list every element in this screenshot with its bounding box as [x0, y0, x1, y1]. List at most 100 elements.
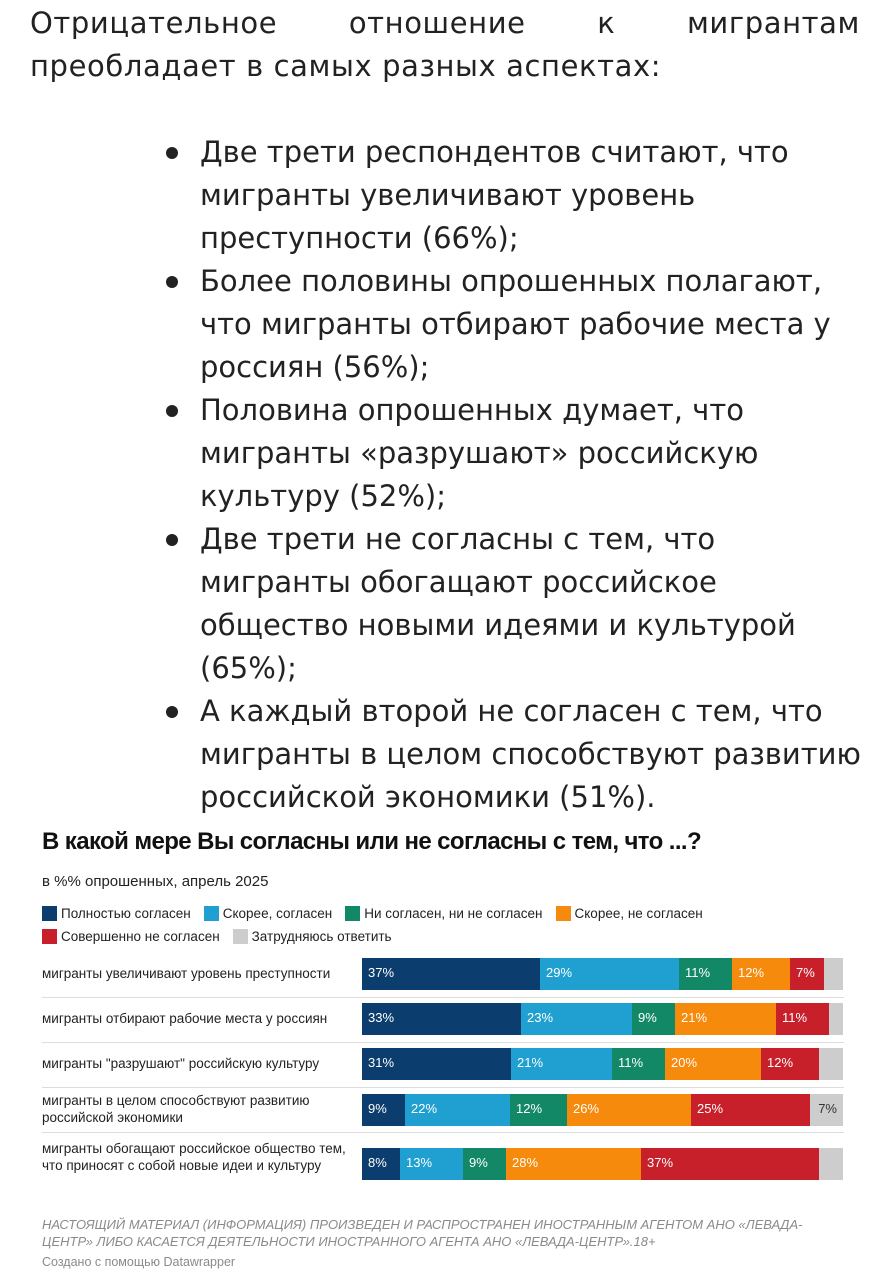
stacked-bar: 9% 22% 12% 26% 25% 7% [362, 1094, 843, 1126]
finding-item: Половина опрошенных думает, что мигранты… [166, 389, 870, 518]
stacked-bar: 33% 23% 9% 21% 11% [362, 1003, 843, 1035]
row-label: мигранты обогащают российское общество т… [42, 1141, 346, 1173]
data-label: 23% [527, 1010, 554, 1025]
data-label: 33% [368, 1010, 395, 1025]
bar-segment: 13% [400, 1148, 463, 1180]
datawrapper-credit[interactable]: Создано с помощью Datawrapper [42, 1255, 236, 1269]
chart-legend: Полностью согласен Скорее, согласен Ни сог… [42, 904, 802, 945]
data-label: 13% [406, 1155, 433, 1170]
stacked-bar: 31% 21% 11% 20% 12% [362, 1048, 843, 1080]
chart-subtitle: в %% опрошенных, апрель 2025 [42, 873, 269, 890]
legend-label: Скорее, согласен [222, 905, 333, 921]
data-label: 25% [697, 1101, 724, 1116]
legend-swatch [42, 905, 57, 921]
data-label: 29% [546, 965, 573, 980]
legend-label: Совершенно не согласен [61, 928, 220, 944]
bar-segment: 8% [362, 1148, 400, 1180]
data-label: 12% [738, 965, 765, 980]
row-divider [42, 1132, 844, 1133]
bar-segment: 9% [632, 1003, 675, 1035]
row-divider [42, 1042, 844, 1043]
bar-segment: 12% [732, 958, 790, 990]
bar-segment: 33% [362, 1003, 521, 1035]
finding-item: Две трети не согласны с тем, что мигрант… [166, 518, 870, 690]
finding-item: Две трети респондентов считают, что мигр… [166, 131, 870, 260]
stacked-bar: 37% 29% 11% 12% 7% [362, 958, 843, 990]
legend-swatch [203, 905, 219, 921]
row-label: мигранты "разрушают" российскую культуру [42, 1056, 320, 1071]
legend-label: Полностью согласен [61, 905, 191, 921]
bar-segment [824, 958, 843, 990]
row-divider [42, 1087, 844, 1088]
data-label: 9% [469, 1155, 488, 1170]
data-label: 31% [368, 1055, 395, 1070]
data-label: 9% [368, 1101, 387, 1116]
data-label: 21% [681, 1010, 708, 1025]
bar-segment: 11% [679, 958, 732, 990]
bar-segment: 31% [362, 1048, 511, 1080]
data-label: 7% [818, 1101, 837, 1116]
finding-item: А каждый второй не согласен с тем, что м… [166, 690, 870, 819]
legend-item: Ни согласен, ни не согласен [345, 904, 543, 922]
bar-segment: 12% [510, 1094, 567, 1126]
legend-label: Скорее, не согласен [574, 905, 703, 921]
legend-item: Скорее, не согласен [555, 904, 703, 922]
data-label: 8% [368, 1155, 387, 1170]
bar-segment [819, 1148, 843, 1180]
bar-segment: 21% [511, 1048, 612, 1080]
legend-swatch [555, 905, 571, 921]
bar-segment [829, 1003, 843, 1035]
bar-segment: 25% [691, 1094, 810, 1126]
bar-segment: 9% [463, 1148, 506, 1180]
legend-swatch [42, 928, 57, 944]
legend-item: Затрудняюсь ответить [232, 927, 392, 945]
legend-label: Затрудняюсь ответить [251, 928, 392, 944]
bar-segment: 37% [641, 1148, 819, 1180]
data-label: 28% [512, 1155, 539, 1170]
bar-segment: 7% [810, 1094, 843, 1126]
data-label: 20% [671, 1055, 698, 1070]
bar-segment: 7% [790, 958, 824, 990]
bar-segment [819, 1048, 843, 1080]
data-label: 12% [516, 1101, 543, 1116]
intro-paragraph: Отрицательное отношение к мигрантам прео… [30, 6, 860, 83]
legend-item: Скорее, согласен [203, 904, 333, 922]
bar-segment: 22% [405, 1094, 510, 1126]
legend-label: Ни согласен, ни не согласен [364, 905, 543, 921]
bar-segment: 21% [675, 1003, 776, 1035]
stacked-bar: 8% 13% 9% 28% 37% [362, 1148, 843, 1180]
data-label: 21% [517, 1055, 544, 1070]
data-label: 37% [368, 965, 395, 980]
data-label: 9% [638, 1010, 657, 1025]
findings-list: Две трети респондентов считают, что мигр… [166, 131, 870, 819]
data-label: 26% [573, 1101, 600, 1116]
foreign-agent-disclaimer: НАСТОЯЩИЙ МАТЕРИАЛ (ИНФОРМАЦИЯ) ПРОИЗВЕД… [42, 1217, 803, 1249]
data-label: 11% [618, 1055, 644, 1070]
data-label: 22% [411, 1101, 438, 1116]
bar-segment: 28% [506, 1148, 641, 1180]
bar-segment: 37% [362, 958, 540, 990]
data-label: 11% [782, 1010, 808, 1025]
row-label: мигранты в целом способствуют развитию р… [42, 1093, 310, 1125]
row-divider [42, 997, 844, 998]
bar-segment: 29% [540, 958, 679, 990]
legend-swatch [232, 928, 248, 944]
bar-segment: 23% [521, 1003, 632, 1035]
bar-segment: 11% [776, 1003, 829, 1035]
bar-segment: 11% [612, 1048, 665, 1080]
finding-item: Более половины опрошенных полагают, что … [166, 260, 870, 389]
bar-segment: 20% [665, 1048, 761, 1080]
row-label: мигранты отбирают рабочие места у россия… [42, 1011, 328, 1026]
data-label: 11% [685, 965, 711, 980]
row-label: мигранты увеличивают уровень преступност… [42, 966, 331, 981]
data-label: 7% [796, 965, 815, 980]
bar-segment: 26% [567, 1094, 691, 1126]
legend-item: Совершенно не согласен [42, 927, 220, 945]
legend-item: Полностью согласен [42, 904, 191, 922]
bar-segment: 12% [761, 1048, 819, 1080]
bar-segment: 9% [362, 1094, 405, 1126]
chart-title: В какой мере Вы согласны или не согласны… [42, 828, 702, 855]
data-label: 37% [647, 1155, 674, 1170]
data-label: 12% [767, 1055, 794, 1070]
legend-swatch [345, 905, 361, 921]
